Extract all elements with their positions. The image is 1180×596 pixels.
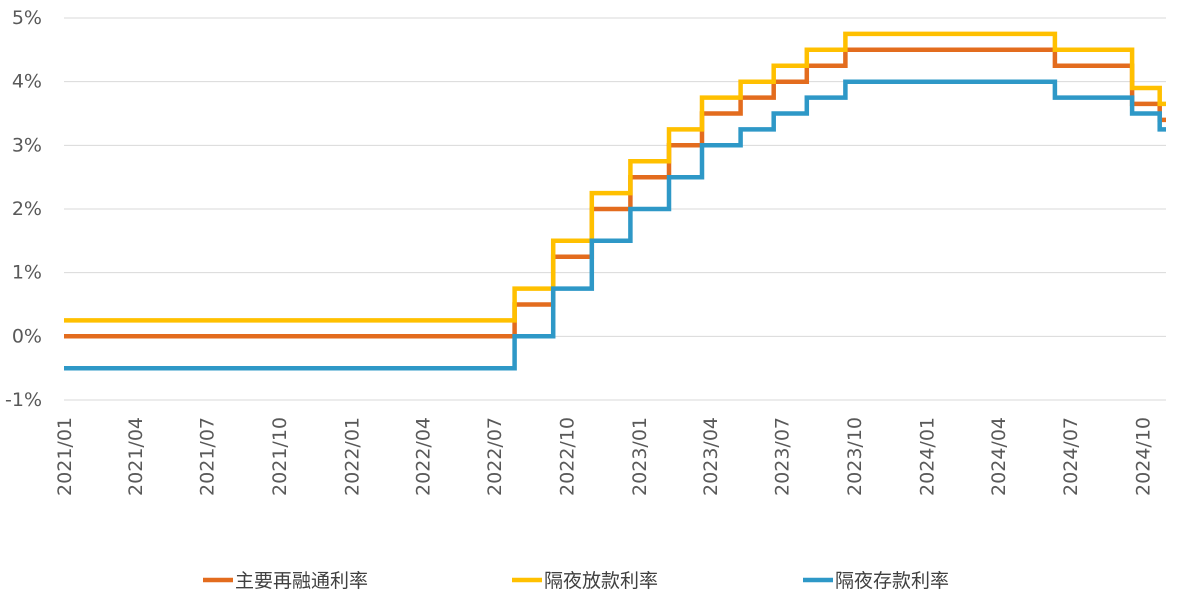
x-tick-label: 2021/10: [269, 417, 291, 496]
y-tick-label: 1%: [12, 262, 42, 284]
legend-item-0: 主要再融通利率: [203, 570, 368, 592]
legend-item-1: 隔夜放款利率: [512, 570, 658, 592]
x-tick-label: 2024/07: [1060, 417, 1082, 496]
x-tick-label: 2023/01: [629, 417, 651, 496]
y-tick-label: 3%: [12, 134, 42, 156]
legend-label: 隔夜存款利率: [835, 570, 949, 592]
y-axis-ticks: -1% 0% 1% 2% 3% 4% 5%: [5, 7, 42, 411]
x-axis-ticks: 2021/01 2021/04 2021/07 2021/10 2022/01 2022/…: [54, 417, 1154, 496]
x-tick-label: 2021/01: [54, 417, 76, 496]
y-tick-label: -1%: [5, 389, 42, 411]
x-tick-label: 2021/04: [125, 417, 147, 496]
y-tick-label: 4%: [12, 71, 42, 93]
series-line-2: [64, 79, 1166, 371]
legend: 主要再融通利率 隔夜放款利率 隔夜存款利率: [203, 570, 949, 592]
legend-item-2: 隔夜存款利率: [803, 570, 949, 592]
x-tick-label: 2023/10: [844, 417, 866, 496]
x-tick-label: 2022/10: [557, 417, 579, 496]
x-tick-label: 2023/07: [772, 417, 794, 496]
x-tick-label: 2024/10: [1132, 417, 1154, 496]
x-tick-label: 2022/07: [484, 417, 506, 496]
series-line-1: [64, 31, 1166, 323]
legend-label: 主要再融通利率: [235, 570, 368, 592]
legend-label: 隔夜放款利率: [544, 570, 658, 592]
x-tick-label: 2023/04: [700, 417, 722, 496]
series-lines: [64, 31, 1166, 371]
x-tick-label: 2022/04: [412, 417, 434, 496]
x-tick-label: 2021/07: [197, 417, 219, 496]
y-tick-label: 2%: [12, 198, 42, 220]
x-tick-label: 2024/04: [988, 417, 1010, 496]
x-tick-label: 2022/01: [342, 417, 364, 496]
y-tick-label: 0%: [12, 325, 42, 347]
y-tick-label: 5%: [12, 7, 42, 29]
series-line-0: [64, 47, 1166, 339]
x-tick-label: 2024/01: [917, 417, 939, 496]
